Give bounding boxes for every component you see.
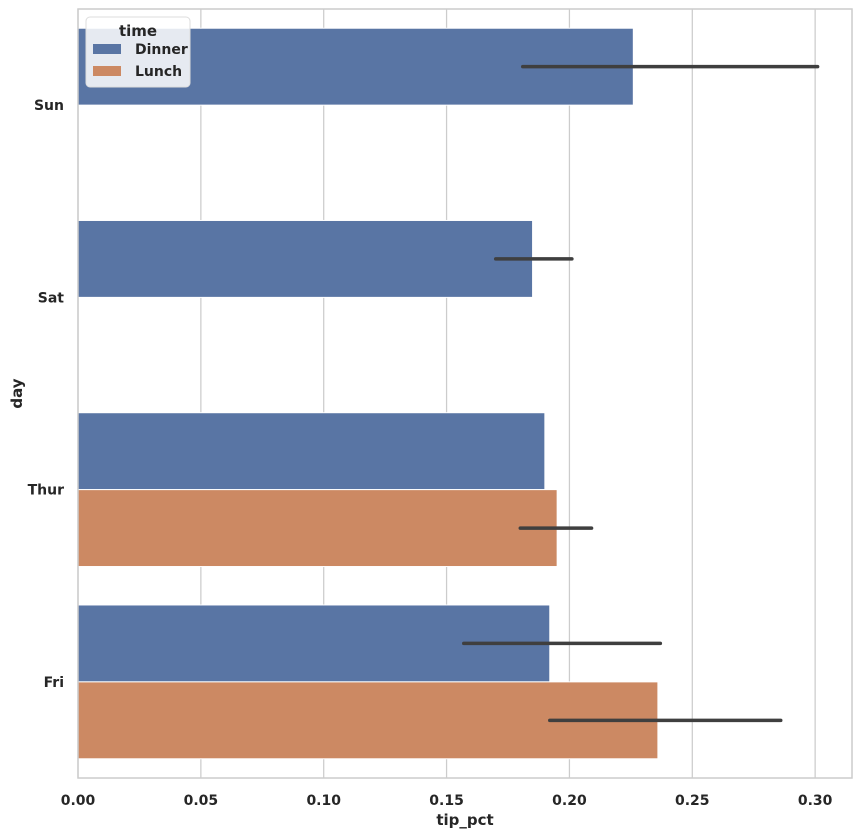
x-tick-label: 0.10 (306, 793, 341, 809)
y-tick-label: Fri (44, 675, 64, 691)
y-tick-label: Thur (28, 483, 64, 499)
legend-swatch-dinner (93, 44, 121, 54)
legend: time Dinner Lunch (85, 16, 191, 88)
x-tick-label: 0.30 (798, 793, 833, 809)
x-tick-label: 0.25 (675, 793, 710, 809)
legend-swatch-lunch (93, 66, 121, 76)
y-axis-label: day (8, 378, 26, 408)
x-gridlines (77, 9, 816, 778)
x-tick-label: 0.00 (61, 793, 96, 809)
y-axis-ticks: Sun Sat Thur Fri (28, 98, 65, 691)
bar-sat-dinner (77, 219, 534, 298)
x-axis-ticks: 0.00 0.05 0.10 0.15 0.20 0.25 0.30 (61, 793, 833, 809)
x-tick-label: 0.15 (429, 793, 464, 809)
legend-label-lunch: Lunch (135, 64, 182, 80)
plot-frame (77, 8, 853, 779)
bars (77, 27, 659, 760)
bar-thur-dinner (77, 412, 546, 491)
legend-title: time (119, 22, 157, 40)
x-tick-label: 0.05 (184, 793, 219, 809)
error-bars (462, 64, 820, 723)
y-tick-label: Sat (38, 290, 65, 306)
axes-border (77, 8, 853, 779)
legend-items: Dinner Lunch (93, 42, 188, 80)
y-tick-label: Sun (34, 98, 64, 114)
bar-thur-lunch (77, 489, 558, 568)
x-axis-label: tip_pct (436, 811, 493, 829)
x-tick-label: 0.20 (552, 793, 587, 809)
legend-label-dinner: Dinner (135, 42, 188, 58)
